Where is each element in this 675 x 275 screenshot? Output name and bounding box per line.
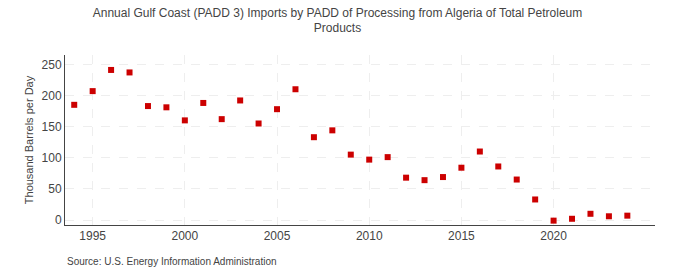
svg-text:1995: 1995 [79,229,106,243]
svg-text:250: 250 [42,58,62,72]
svg-text:100: 100 [42,151,62,165]
svg-text:Annual Gulf Coast (PADD 3) Imp: Annual Gulf Coast (PADD 3) Imports by PA… [93,6,583,36]
svg-text:2010: 2010 [356,229,383,243]
svg-text:2000: 2000 [171,229,198,243]
svg-text:2015: 2015 [448,229,475,243]
svg-text:0: 0 [55,213,62,227]
svg-text:Thousand Barrels per Day: Thousand Barrels per Day [23,75,35,204]
svg-text:50: 50 [48,182,62,196]
svg-text:2005: 2005 [264,229,291,243]
svg-text:200: 200 [42,89,62,103]
svg-text:Source: U.S. Energy Informatio: Source: U.S. Energy Information Administ… [67,256,277,267]
svg-text:150: 150 [42,120,62,134]
svg-text:2020: 2020 [540,229,567,243]
